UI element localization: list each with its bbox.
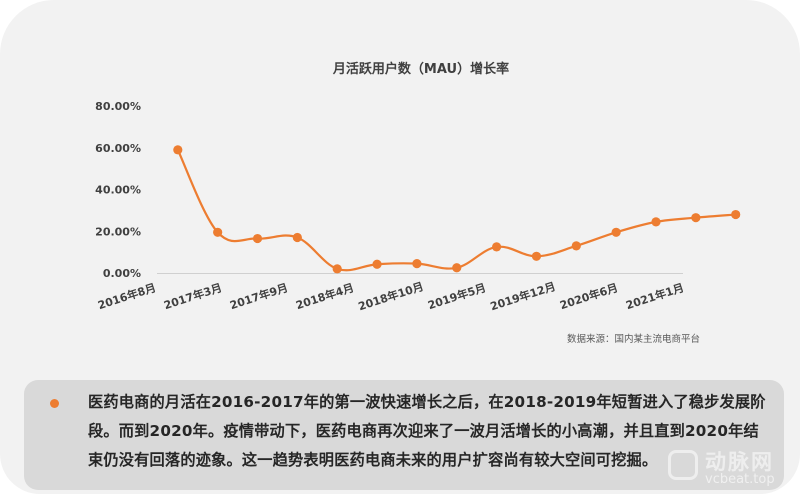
x-tick-label: 2021年1月 bbox=[624, 280, 686, 312]
chart-title: 月活跃用户数（MAU）增长率 bbox=[332, 61, 509, 77]
watermark-brand: 动脉网 bbox=[705, 450, 774, 474]
y-tick-label: 0.00% bbox=[103, 267, 141, 280]
data-point bbox=[691, 213, 701, 223]
y-tick-label: 80.00% bbox=[95, 100, 141, 113]
data-point bbox=[292, 232, 302, 243]
data-point bbox=[332, 264, 342, 274]
x-tick-label: 2018年4月 bbox=[294, 280, 356, 312]
x-tick-label: 2017年9月 bbox=[228, 280, 290, 312]
y-tick-label: 60.00% bbox=[95, 142, 141, 155]
series-layer bbox=[173, 145, 741, 274]
source-note: 数据来源：国内某主流电商平台 bbox=[567, 333, 700, 345]
data-point bbox=[452, 263, 462, 273]
series-line bbox=[176, 149, 736, 272]
summary-text: 医药电商的月活在2016-2017年的第一波快速增长之后，在2018-2019年… bbox=[88, 393, 766, 469]
x-tick-label: 2019年5月 bbox=[426, 280, 488, 312]
data-point bbox=[372, 259, 382, 269]
bullet-icon bbox=[50, 399, 59, 408]
chart-svg: 月活跃用户数（MAU）增长率 0.00% 20.00% 40.00% 60.00% 80… bbox=[95, 61, 741, 345]
watermark-url: vcbeat.top bbox=[705, 472, 775, 487]
data-point bbox=[651, 217, 661, 227]
data-point bbox=[611, 227, 621, 237]
x-tick-label: 2018年10月 bbox=[356, 279, 425, 313]
watermark-logo-icon bbox=[668, 450, 698, 480]
data-point bbox=[492, 242, 502, 252]
summary-box bbox=[24, 380, 784, 490]
data-point bbox=[252, 233, 263, 244]
data-point bbox=[571, 241, 581, 251]
data-point bbox=[173, 145, 183, 155]
y-tick-label: 40.00% bbox=[95, 184, 141, 197]
x-axis-ticks: 2016年8月 2017年3月 2017年9月 2018年4月 2018年10月 2019… bbox=[96, 279, 686, 313]
y-tick-label: 20.00% bbox=[95, 225, 141, 238]
y-axis-ticks: 0.00% 20.00% 40.00% 60.00% 80.00% bbox=[95, 100, 141, 280]
x-tick-label: 2019年12月 bbox=[488, 279, 557, 313]
x-tick-label: 2020年6月 bbox=[558, 280, 620, 312]
data-point bbox=[731, 209, 741, 220]
data-point bbox=[531, 251, 542, 261]
x-tick-label: 2016年8月 bbox=[96, 280, 158, 312]
data-point bbox=[412, 259, 422, 269]
data-point bbox=[213, 227, 223, 237]
x-tick-label: 2017年3月 bbox=[162, 280, 224, 312]
